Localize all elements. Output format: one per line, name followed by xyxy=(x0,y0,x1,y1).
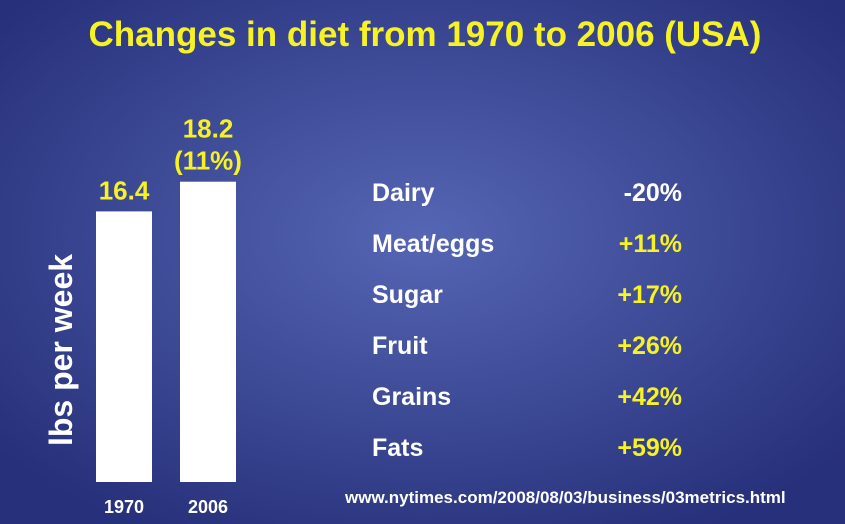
value-label: 18.2 xyxy=(183,114,234,144)
food-name: Meat/eggs xyxy=(372,230,494,258)
annotation: (11%) xyxy=(174,146,242,176)
change: +11% xyxy=(619,230,682,258)
bar xyxy=(96,211,152,482)
bar xyxy=(180,181,236,482)
food-name: Grains xyxy=(372,383,451,411)
source: www.nytimes.com/2008/08/03/business/03me… xyxy=(344,488,786,507)
food-name: Dairy xyxy=(372,179,435,207)
change: -20% xyxy=(624,179,682,207)
food-name: Fats xyxy=(372,434,423,462)
change: +59% xyxy=(617,434,682,462)
x-tick-label: 1970 xyxy=(104,497,144,517)
x-tick-label: 2006 xyxy=(188,497,228,517)
value-label: 16.4 xyxy=(99,175,150,205)
change: +26% xyxy=(617,332,682,360)
change: +17% xyxy=(617,281,682,309)
y-axis-label: lbs per week xyxy=(43,254,79,446)
slide-title: Changes in diet from 1970 to 2006 (USA) xyxy=(89,15,762,54)
food-name: Fruit xyxy=(372,332,428,360)
change: +42% xyxy=(617,383,682,411)
food-name: Sugar xyxy=(372,281,443,309)
